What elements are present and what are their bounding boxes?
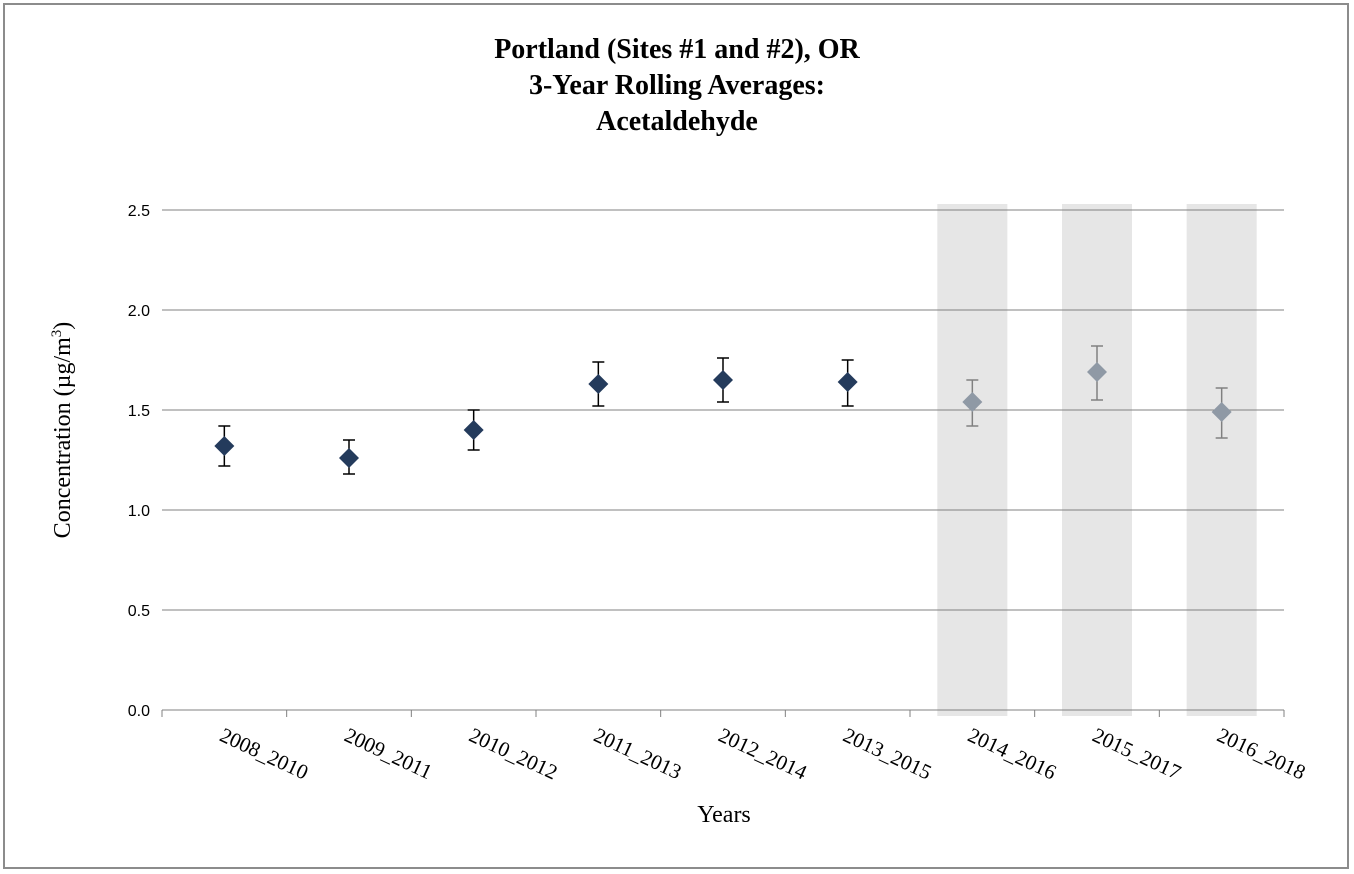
y-axis-label-superscript: 3 [49,330,65,338]
y-tick-label: 2.0 [128,303,150,320]
y-tick-label: 1.0 [128,503,150,520]
x-tick-label: 2016_2018 [1214,723,1310,785]
shaded-band-2016_2018 [1186,204,1257,716]
y-tick-label: 0.0 [128,703,150,720]
data-point-2009_2011 [339,439,359,475]
x-tick-label: 2012_2014 [715,723,811,785]
x-tick-label: 2013_2015 [840,723,936,785]
x-tick-label: 2010_2012 [466,723,562,785]
diamond-marker [588,374,609,394]
diamond-marker [713,370,733,390]
data-point-2014_2016 [962,379,983,427]
x-tick-label: 2009_2011 [341,723,436,784]
x-tick-label: 2015_2017 [1089,723,1185,785]
shaded-band-2014_2016 [937,204,1008,716]
data-point-2010_2012 [463,409,484,451]
data-point-2008_2010 [214,425,235,467]
data-point-2016_2018 [1211,387,1232,439]
shaded-band-2015_2017 [1062,204,1132,716]
diamond-marker [463,420,484,440]
data-point-2015_2017 [1087,345,1107,401]
data-point-2013_2015 [837,359,858,407]
y-tick-label: 2.5 [128,203,150,220]
diamond-marker [214,436,235,456]
diamond-marker [962,392,983,412]
x-tick-label: 2008_2010 [216,723,312,785]
chart-title-line-2: 3-Year Rolling Averages: [529,70,825,101]
x-axis-label: Years [697,802,751,828]
diamond-marker [1211,402,1232,422]
data-point-2011_2013 [588,361,609,407]
chart-title-line-3: Acetaldehyde [596,106,758,137]
diamond-marker [339,448,359,468]
x-tick-label: 2011_2013 [590,723,685,784]
x-tick-label: 2014_2016 [964,723,1060,785]
y-tick-label: 0.5 [128,603,150,620]
y-tick-label: 1.5 [128,403,150,420]
y-axis-label-close: ) [50,322,76,330]
diamond-marker [837,372,858,392]
chart-title-line-1: Portland (Sites #1 and #2), OR [494,34,860,65]
y-axis-label: Concentration (µg/m3) [49,322,76,539]
diamond-marker [1087,362,1107,382]
data-point-2012_2014 [713,357,733,403]
y-axis-label-main: Concentration (µg/m [50,337,76,538]
